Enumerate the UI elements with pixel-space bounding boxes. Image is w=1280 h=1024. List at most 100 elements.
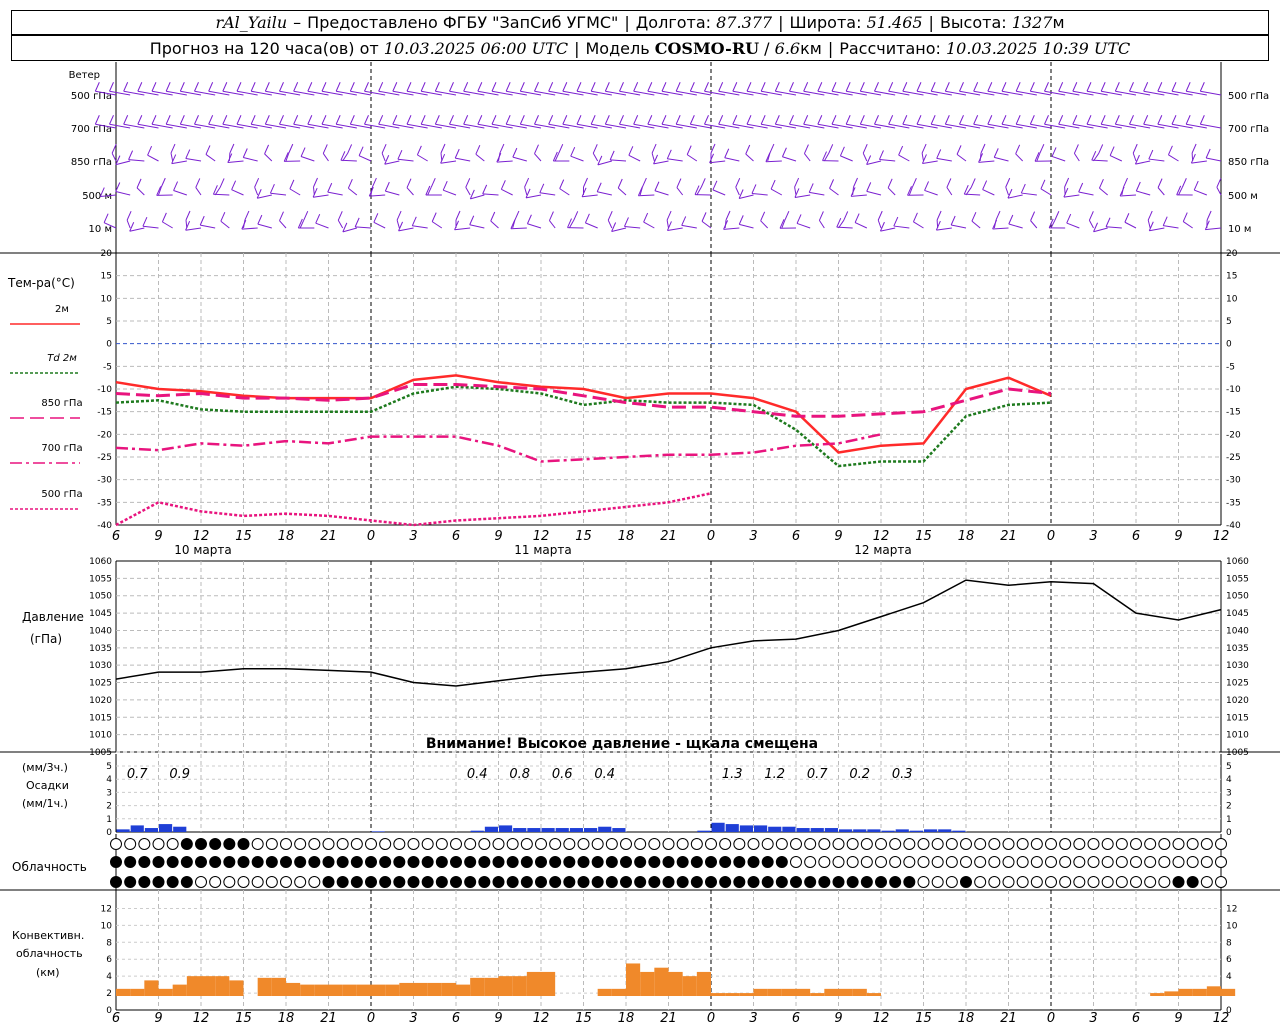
wind-barb xyxy=(335,82,357,96)
wind-barb xyxy=(165,115,187,129)
wind-barb-flag xyxy=(358,146,364,156)
wind-barb xyxy=(950,215,967,229)
wind-barb xyxy=(123,115,145,129)
wind-barb-shaft xyxy=(1200,90,1222,96)
wind-barb-flag xyxy=(617,178,623,189)
cloud-cover-symbol xyxy=(634,838,647,850)
wind-barb-shaft xyxy=(111,153,117,162)
wind-barb-shaft xyxy=(539,192,556,196)
wind-barb-flag xyxy=(633,115,639,125)
wind-barb-shaft xyxy=(898,154,910,162)
wind-barb xyxy=(718,82,740,96)
wind-barb-shaft xyxy=(307,123,329,129)
date-label: 12 марта xyxy=(854,543,911,557)
cloud-cover-symbol xyxy=(1059,876,1072,888)
cloud-cover-symbol xyxy=(747,856,760,868)
wind-barb-flag xyxy=(111,144,117,154)
wind-barb-shaft xyxy=(851,194,867,197)
cloud-cover-symbol xyxy=(166,838,179,850)
precip-bar xyxy=(697,830,711,832)
wind-barb-shaft xyxy=(854,222,868,229)
wind-barb xyxy=(477,115,499,129)
wind-barb xyxy=(568,211,579,229)
wind-barb-flag xyxy=(1100,115,1106,125)
wind-barb-flag xyxy=(1157,82,1163,92)
wind-barb xyxy=(888,82,910,96)
conv-bar xyxy=(215,976,230,996)
wind-barb xyxy=(859,115,882,129)
wind-barb-flag xyxy=(512,147,518,158)
wind-barb-flag xyxy=(980,143,986,154)
cloud-cover-symbol xyxy=(1158,876,1171,888)
precip-tick-label: 4 xyxy=(106,775,112,785)
cloud-cover-symbol xyxy=(620,838,632,850)
wind-barb-shaft xyxy=(348,187,358,196)
wind-barb xyxy=(576,82,598,96)
wind-barb xyxy=(242,148,258,162)
wind-barb-flag xyxy=(760,82,766,92)
conv-tick-label: 4 xyxy=(106,972,112,982)
wind-barb xyxy=(862,144,868,162)
wind-barb-shaft xyxy=(342,227,357,233)
pressure-tick-label: 1040 xyxy=(1226,626,1249,636)
wind-barb xyxy=(1005,177,1011,196)
wind-barb-flag xyxy=(817,115,823,125)
date-label: 10 марта xyxy=(174,543,231,557)
wind-barb-shaft xyxy=(136,187,145,196)
cloud-cover-symbol xyxy=(237,838,250,850)
wind-barb-flag xyxy=(888,82,894,92)
wind-barb xyxy=(231,180,244,196)
wind-barb-flag xyxy=(987,115,993,125)
wind-barb-flag xyxy=(430,178,436,188)
conv-bar xyxy=(739,993,754,996)
cloud-cover-symbol xyxy=(450,838,462,850)
wind-barb-flag xyxy=(300,147,306,157)
wind-barb xyxy=(1191,143,1197,162)
wind-barb-flag xyxy=(831,115,837,125)
wind-level-label: 10 м xyxy=(89,224,112,235)
hour-tick-label: 12 xyxy=(193,1011,210,1024)
wind-barb xyxy=(576,115,598,129)
wind-barb-flag xyxy=(194,82,199,92)
wind-barb-flag xyxy=(519,115,525,125)
wind-barb-flag xyxy=(420,115,426,125)
wind-barb-flag xyxy=(647,115,653,125)
cloud-cover-symbol xyxy=(917,856,930,868)
wind-barb-flag xyxy=(1105,217,1111,227)
wind-barb-flag xyxy=(137,115,143,125)
wind-barb xyxy=(384,181,400,196)
cloud-cover-symbol xyxy=(563,838,576,850)
temp-tick-label: 5 xyxy=(106,317,112,327)
wind-barb-shaft xyxy=(782,156,797,162)
precip-bar xyxy=(584,828,598,832)
wind-barb-shaft xyxy=(718,123,740,129)
cloud-cover-symbol xyxy=(294,856,307,868)
wind-barb xyxy=(619,82,641,96)
wind-barb-flag xyxy=(681,216,687,226)
precip-bar xyxy=(130,825,144,832)
conv-bar xyxy=(1192,988,1207,996)
cloud-cover-symbol xyxy=(478,876,491,888)
conv-bar xyxy=(654,967,669,996)
cloud-cover-symbol xyxy=(860,876,873,888)
wind-barb xyxy=(1129,115,1151,129)
hour-tick-label: 15 xyxy=(575,529,592,544)
wind-barb-flag xyxy=(173,181,179,191)
wind-barb xyxy=(347,179,358,196)
wind-barb-flag xyxy=(185,149,191,159)
cloud-cover-symbol xyxy=(1030,856,1043,868)
wind-barb xyxy=(289,179,301,196)
wind-barb xyxy=(767,143,775,162)
cloud-cover-symbol xyxy=(1186,838,1199,850)
wind-barb xyxy=(959,115,981,129)
wind-barb-flag xyxy=(136,178,142,189)
precip-tick-label: 0 xyxy=(1226,828,1232,838)
cloud-cover-symbol xyxy=(1002,876,1015,888)
wind-barb-shaft xyxy=(654,190,669,196)
wind-barb xyxy=(396,210,402,229)
wind-barb xyxy=(789,115,811,129)
forecast-prefix: Прогноз на 120 часа(ов) от xyxy=(149,38,379,58)
wind-barb-shaft xyxy=(1007,194,1023,199)
cloud-cover-symbol xyxy=(903,876,916,888)
wind-barb-flag xyxy=(746,82,752,92)
